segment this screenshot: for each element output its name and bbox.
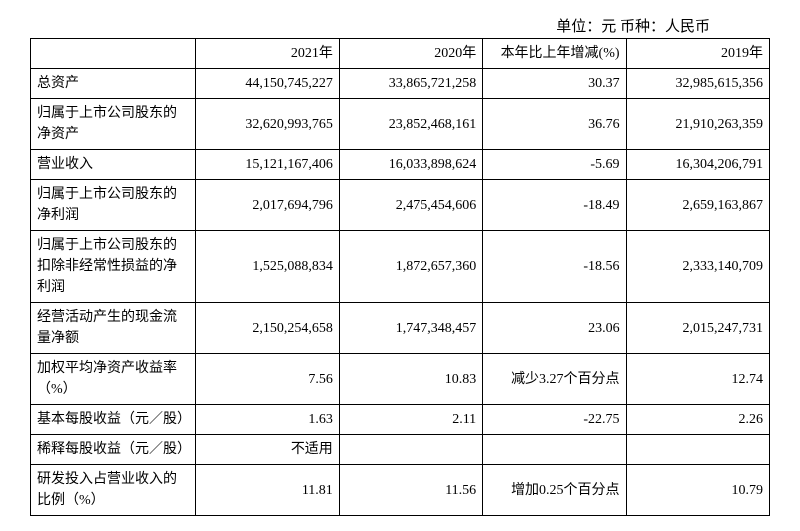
row-label: 研发投入占营业收入的比例（%） bbox=[31, 465, 196, 516]
row-change: -18.56 bbox=[483, 231, 626, 303]
row-2020: 2,475,454,606 bbox=[339, 180, 482, 231]
row-change: 增加0.25个百分点 bbox=[483, 465, 626, 516]
row-2021: 2,017,694,796 bbox=[196, 180, 339, 231]
row-change bbox=[483, 435, 626, 465]
row-2019: 10.79 bbox=[626, 465, 769, 516]
header-blank bbox=[31, 39, 196, 69]
row-2019: 2,015,247,731 bbox=[626, 303, 769, 354]
row-2019: 2,659,163,867 bbox=[626, 180, 769, 231]
table-row: 营业收入 15,121,167,406 16,033,898,624 -5.69… bbox=[31, 150, 770, 180]
row-2019: 2.26 bbox=[626, 405, 769, 435]
table-body: 总资产 44,150,745,227 33,865,721,258 30.37 … bbox=[31, 69, 770, 516]
row-2021: 2,150,254,658 bbox=[196, 303, 339, 354]
table-row: 归属于上市公司股东的净资产 32,620,993,765 23,852,468,… bbox=[31, 99, 770, 150]
table-row: 基本每股收益（元／股） 1.63 2.11 -22.75 2.26 bbox=[31, 405, 770, 435]
row-label: 基本每股收益（元／股） bbox=[31, 405, 196, 435]
row-label: 归属于上市公司股东的扣除非经常性损益的净利润 bbox=[31, 231, 196, 303]
table-row: 归属于上市公司股东的扣除非经常性损益的净利润 1,525,088,834 1,8… bbox=[31, 231, 770, 303]
row-change: 36.76 bbox=[483, 99, 626, 150]
row-change: -18.49 bbox=[483, 180, 626, 231]
row-label: 稀释每股收益（元／股） bbox=[31, 435, 196, 465]
row-2019: 12.74 bbox=[626, 354, 769, 405]
row-2021: 1,525,088,834 bbox=[196, 231, 339, 303]
row-2020: 33,865,721,258 bbox=[339, 69, 482, 99]
row-2020: 10.83 bbox=[339, 354, 482, 405]
table-row: 总资产 44,150,745,227 33,865,721,258 30.37 … bbox=[31, 69, 770, 99]
row-change: 23.06 bbox=[483, 303, 626, 354]
row-2021: 15,121,167,406 bbox=[196, 150, 339, 180]
row-change: -5.69 bbox=[483, 150, 626, 180]
row-change: 减少3.27个百分点 bbox=[483, 354, 626, 405]
row-2021: 7.56 bbox=[196, 354, 339, 405]
row-2020: 1,747,348,457 bbox=[339, 303, 482, 354]
header-2021: 2021年 bbox=[196, 39, 339, 69]
row-2021: 1.63 bbox=[196, 405, 339, 435]
header-2020: 2020年 bbox=[339, 39, 482, 69]
row-2020: 2.11 bbox=[339, 405, 482, 435]
row-2020: 11.56 bbox=[339, 465, 482, 516]
row-2019: 21,910,263,359 bbox=[626, 99, 769, 150]
row-label: 营业收入 bbox=[31, 150, 196, 180]
row-label: 归属于上市公司股东的净资产 bbox=[31, 99, 196, 150]
table-header-row: 2021年 2020年 本年比上年增减(%) 2019年 bbox=[31, 39, 770, 69]
row-2021: 44,150,745,227 bbox=[196, 69, 339, 99]
row-label: 经营活动产生的现金流量净额 bbox=[31, 303, 196, 354]
row-2021: 32,620,993,765 bbox=[196, 99, 339, 150]
row-label: 加权平均净资产收益率（%） bbox=[31, 354, 196, 405]
header-2019: 2019年 bbox=[626, 39, 769, 69]
financial-table: 2021年 2020年 本年比上年增减(%) 2019年 总资产 44,150,… bbox=[30, 38, 770, 516]
header-change: 本年比上年增减(%) bbox=[483, 39, 626, 69]
unit-line: 单位：元 币种：人民币 bbox=[30, 15, 770, 36]
table-row: 稀释每股收益（元／股） 不适用 bbox=[31, 435, 770, 465]
row-2020 bbox=[339, 435, 482, 465]
row-2019: 32,985,615,356 bbox=[626, 69, 769, 99]
row-change: -22.75 bbox=[483, 405, 626, 435]
row-2019: 16,304,206,791 bbox=[626, 150, 769, 180]
table-row: 经营活动产生的现金流量净额 2,150,254,658 1,747,348,45… bbox=[31, 303, 770, 354]
table-row: 研发投入占营业收入的比例（%） 11.81 11.56 增加0.25个百分点 1… bbox=[31, 465, 770, 516]
table-row: 加权平均净资产收益率（%） 7.56 10.83 减少3.27个百分点 12.7… bbox=[31, 354, 770, 405]
table-row: 归属于上市公司股东的净利润 2,017,694,796 2,475,454,60… bbox=[31, 180, 770, 231]
row-2019: 2,333,140,709 bbox=[626, 231, 769, 303]
row-change: 30.37 bbox=[483, 69, 626, 99]
row-2020: 23,852,468,161 bbox=[339, 99, 482, 150]
row-2019 bbox=[626, 435, 769, 465]
row-2020: 1,872,657,360 bbox=[339, 231, 482, 303]
row-2021: 11.81 bbox=[196, 465, 339, 516]
row-label: 总资产 bbox=[31, 69, 196, 99]
row-label: 归属于上市公司股东的净利润 bbox=[31, 180, 196, 231]
row-2021: 不适用 bbox=[196, 435, 339, 465]
row-2020: 16,033,898,624 bbox=[339, 150, 482, 180]
